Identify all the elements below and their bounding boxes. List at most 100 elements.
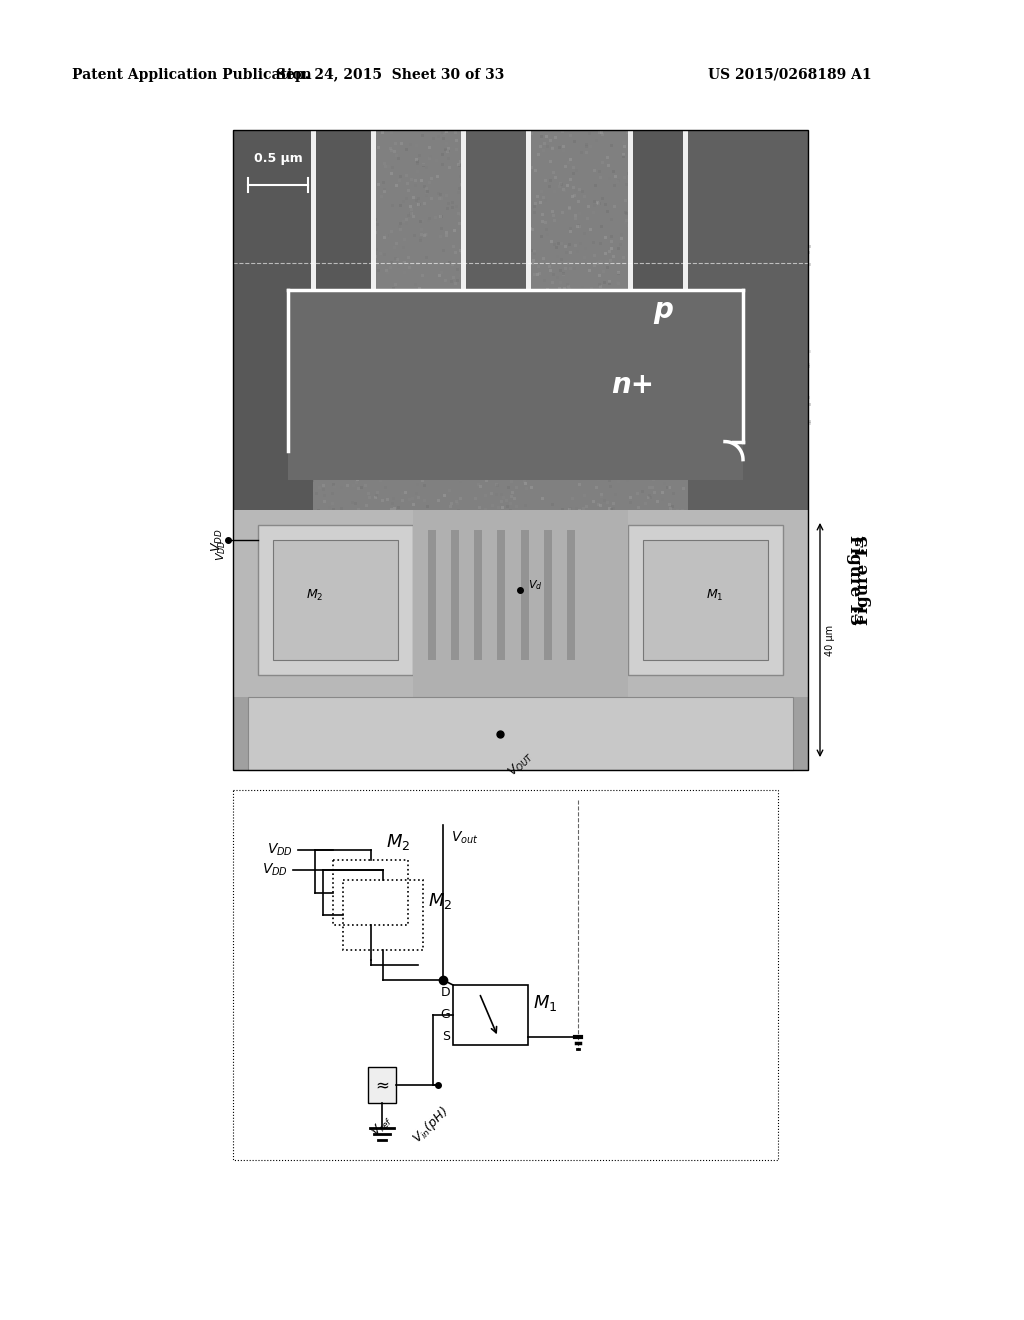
Bar [516,162,519,165]
Bar [386,321,389,323]
Bar [396,506,399,510]
Bar [332,483,335,486]
Bar [488,224,492,228]
Bar [501,277,504,280]
Bar [283,362,286,364]
Text: $V_d$: $V_d$ [528,578,543,591]
Bar [746,185,750,187]
Bar [577,359,580,362]
Bar [394,457,397,459]
Bar [561,508,564,511]
Bar [295,312,298,315]
Bar [525,315,528,319]
Bar [458,510,460,512]
Bar [364,418,367,421]
Bar [769,375,772,379]
Bar [539,145,542,148]
Bar [679,381,682,384]
Bar [497,133,500,136]
Bar [585,144,588,147]
Bar [684,137,687,140]
Bar [499,191,502,194]
Bar [425,469,428,471]
Bar [330,238,333,240]
Bar [352,248,354,252]
Bar [779,314,782,317]
Bar [480,265,483,269]
Bar [419,457,422,459]
Bar [251,366,254,370]
Bar [457,211,460,215]
Bar [606,267,609,269]
Bar [614,176,617,178]
Bar [250,222,253,224]
Bar [593,205,596,207]
Bar [322,358,325,362]
Bar [437,302,440,305]
Bar [244,302,247,306]
Bar [266,190,269,193]
Bar [265,281,268,285]
Bar [613,370,616,372]
Bar [347,198,350,201]
Bar [569,426,572,430]
Bar [607,368,610,371]
Bar [479,323,481,326]
Bar [380,400,383,403]
Bar [805,306,808,310]
Bar [737,248,740,251]
Bar [318,477,322,480]
Bar [360,289,364,292]
Bar [796,177,799,180]
Bar [452,244,455,248]
Bar [251,277,254,280]
Bar [260,182,263,186]
Text: Figure 13: Figure 13 [855,535,872,626]
Bar [664,198,667,201]
Bar [261,246,264,248]
Bar [727,301,730,304]
Bar [598,202,601,205]
Bar [746,414,750,418]
Bar [678,156,681,158]
Bar [260,358,263,360]
Bar [418,154,421,157]
Bar [347,329,350,333]
Bar [622,413,625,417]
Bar [373,450,376,454]
Bar [743,420,746,424]
Bar [421,463,424,466]
Bar [620,432,623,436]
Bar [771,367,774,370]
Bar [587,413,589,417]
Bar [469,458,472,462]
Bar [731,413,734,417]
Bar [263,469,266,473]
Bar [692,425,695,428]
Bar [472,376,475,380]
Bar [617,272,621,275]
Bar [459,174,462,178]
Bar [605,156,608,160]
Bar [373,411,376,413]
Bar [293,474,296,477]
Bar [787,484,791,488]
Bar [446,445,450,449]
Bar [752,504,755,507]
Bar [446,157,450,160]
Bar [673,300,676,304]
Bar [411,335,414,338]
Bar [724,219,727,222]
Bar [764,360,767,364]
Bar [568,227,571,230]
Bar [339,318,342,321]
Bar [756,432,759,434]
Bar [651,399,654,401]
Bar [264,351,267,354]
Bar [600,261,603,264]
Bar [567,261,570,265]
Bar [710,433,713,436]
Bar [416,469,419,471]
Bar [599,329,602,333]
Bar [566,424,569,428]
